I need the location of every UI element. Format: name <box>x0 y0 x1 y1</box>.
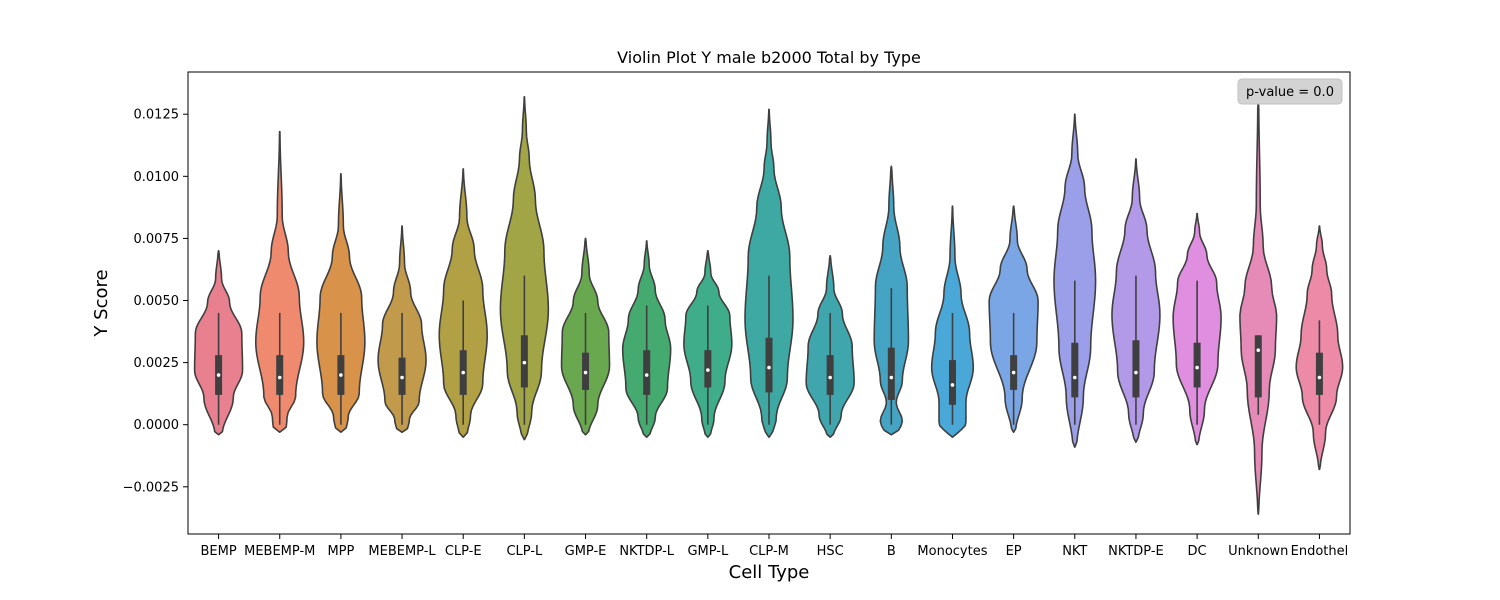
x-tick-label: MEBEMP-M <box>244 544 315 559</box>
x-axis: BEMP MEBEMP-M MPP MEBEMP-L CLP-E CLP-L GMP-E NK… <box>200 534 1348 559</box>
median-point <box>767 365 771 370</box>
x-tick-label: GMP-L <box>687 544 729 559</box>
iqr-box <box>887 347 895 400</box>
x-tick-label: MEBEMP-L <box>368 544 436 559</box>
median-point <box>277 375 282 380</box>
median-point <box>1256 348 1261 352</box>
violin-bemp <box>193 250 244 436</box>
median-point <box>461 370 466 375</box>
iqr-box <box>1071 342 1079 398</box>
violin-body <box>254 130 305 433</box>
iqr-box <box>643 350 651 395</box>
x-tick-label: Monocytes <box>917 544 987 559</box>
violin-nkt <box>1053 113 1097 448</box>
median-point <box>1072 375 1077 380</box>
y-tick-label: 0.0125 <box>134 108 180 123</box>
y-tick-label: 0.0075 <box>134 232 180 247</box>
median-point <box>1134 370 1138 375</box>
violin-hsc <box>805 255 855 438</box>
x-axis-label: Cell Type <box>729 562 810 583</box>
iqr-box <box>948 360 956 405</box>
x-tick-label: Endothel <box>1291 544 1349 559</box>
x-tick-label: EP <box>1006 544 1022 559</box>
y-tick-label: −0.0025 <box>123 480 179 495</box>
median-point <box>889 375 894 380</box>
p-value-annotation: p-value = 0.0 <box>1237 78 1343 105</box>
x-tick-label: Unknown <box>1228 544 1288 559</box>
violin-group <box>193 96 1344 515</box>
annotation-box <box>1237 78 1343 105</box>
violin-mpp <box>316 173 366 433</box>
violin-body <box>1239 101 1278 515</box>
iqr-box <box>1193 342 1201 388</box>
median-point <box>216 373 221 377</box>
iqr-box <box>1132 340 1140 398</box>
violin-body <box>316 173 366 433</box>
median-point <box>400 375 404 380</box>
violin-gmp-e <box>560 237 611 436</box>
median-point <box>583 370 588 375</box>
violin-body <box>1053 113 1097 448</box>
y-axis-label: Y Score <box>91 269 112 337</box>
plot-frame <box>187 71 1351 535</box>
violin-body <box>744 108 794 438</box>
violin-mebemp-l <box>377 225 427 433</box>
median-point <box>1195 365 1199 370</box>
x-tick-label: NKT <box>1062 544 1087 559</box>
x-tick-label: GMP-E <box>565 544 607 559</box>
median-point <box>644 373 649 377</box>
y-tick-label: 0.0000 <box>134 418 180 433</box>
violin-clp-e <box>438 168 488 438</box>
iqr-box <box>1254 335 1262 398</box>
x-tick-label: NKTDP-E <box>1108 544 1164 559</box>
x-tick-label: CLP-E <box>445 544 482 559</box>
median-point <box>950 383 955 387</box>
x-tick-label: B <box>887 544 896 559</box>
x-tick-label: MPP <box>327 544 354 559</box>
y-tick-label: 0.0025 <box>134 356 180 371</box>
median-point <box>706 368 710 372</box>
violin-clp-l <box>499 96 550 441</box>
iqr-box <box>1315 352 1323 395</box>
y-tick-label: 0.0100 <box>134 170 180 185</box>
iqr-box <box>765 337 773 393</box>
violin-endothel <box>1295 225 1344 471</box>
x-tick-label: DC <box>1188 544 1207 559</box>
y-tick-label: 0.0050 <box>134 294 180 309</box>
violin-mebemp-m <box>254 130 305 433</box>
violin-b <box>873 165 910 436</box>
x-tick-label: BEMP <box>200 544 236 559</box>
median-point <box>1011 370 1016 375</box>
violin-gmp-l <box>683 250 733 438</box>
violin-dc <box>1172 212 1222 446</box>
median-point <box>828 375 832 380</box>
x-tick-label: NKTDP-L <box>619 544 674 559</box>
p-value-text: p-value = 0.0 <box>1246 85 1334 100</box>
x-tick-label: HSC <box>817 544 844 559</box>
violin-monocytes <box>930 205 975 438</box>
violin-body <box>499 96 550 441</box>
violin-nktdp-e <box>1111 158 1161 443</box>
violin-clp-m <box>744 108 794 438</box>
violin-unknown <box>1239 101 1278 515</box>
median-point <box>339 373 343 377</box>
median-point <box>522 360 527 365</box>
x-tick-label: CLP-M <box>749 544 789 559</box>
violin-ep <box>988 205 1039 433</box>
chart-title: Violin Plot Y male b2000 Total by Type <box>617 48 921 67</box>
y-axis: −0.0025 0.0000 0.0025 0.0050 0.0075 0.0100 0.0… <box>123 108 188 495</box>
iqr-box <box>276 355 284 395</box>
iqr-box <box>826 355 834 395</box>
median-point <box>1317 375 1322 380</box>
x-tick-label: CLP-L <box>506 544 543 559</box>
violin-nktdp-l <box>621 240 672 438</box>
